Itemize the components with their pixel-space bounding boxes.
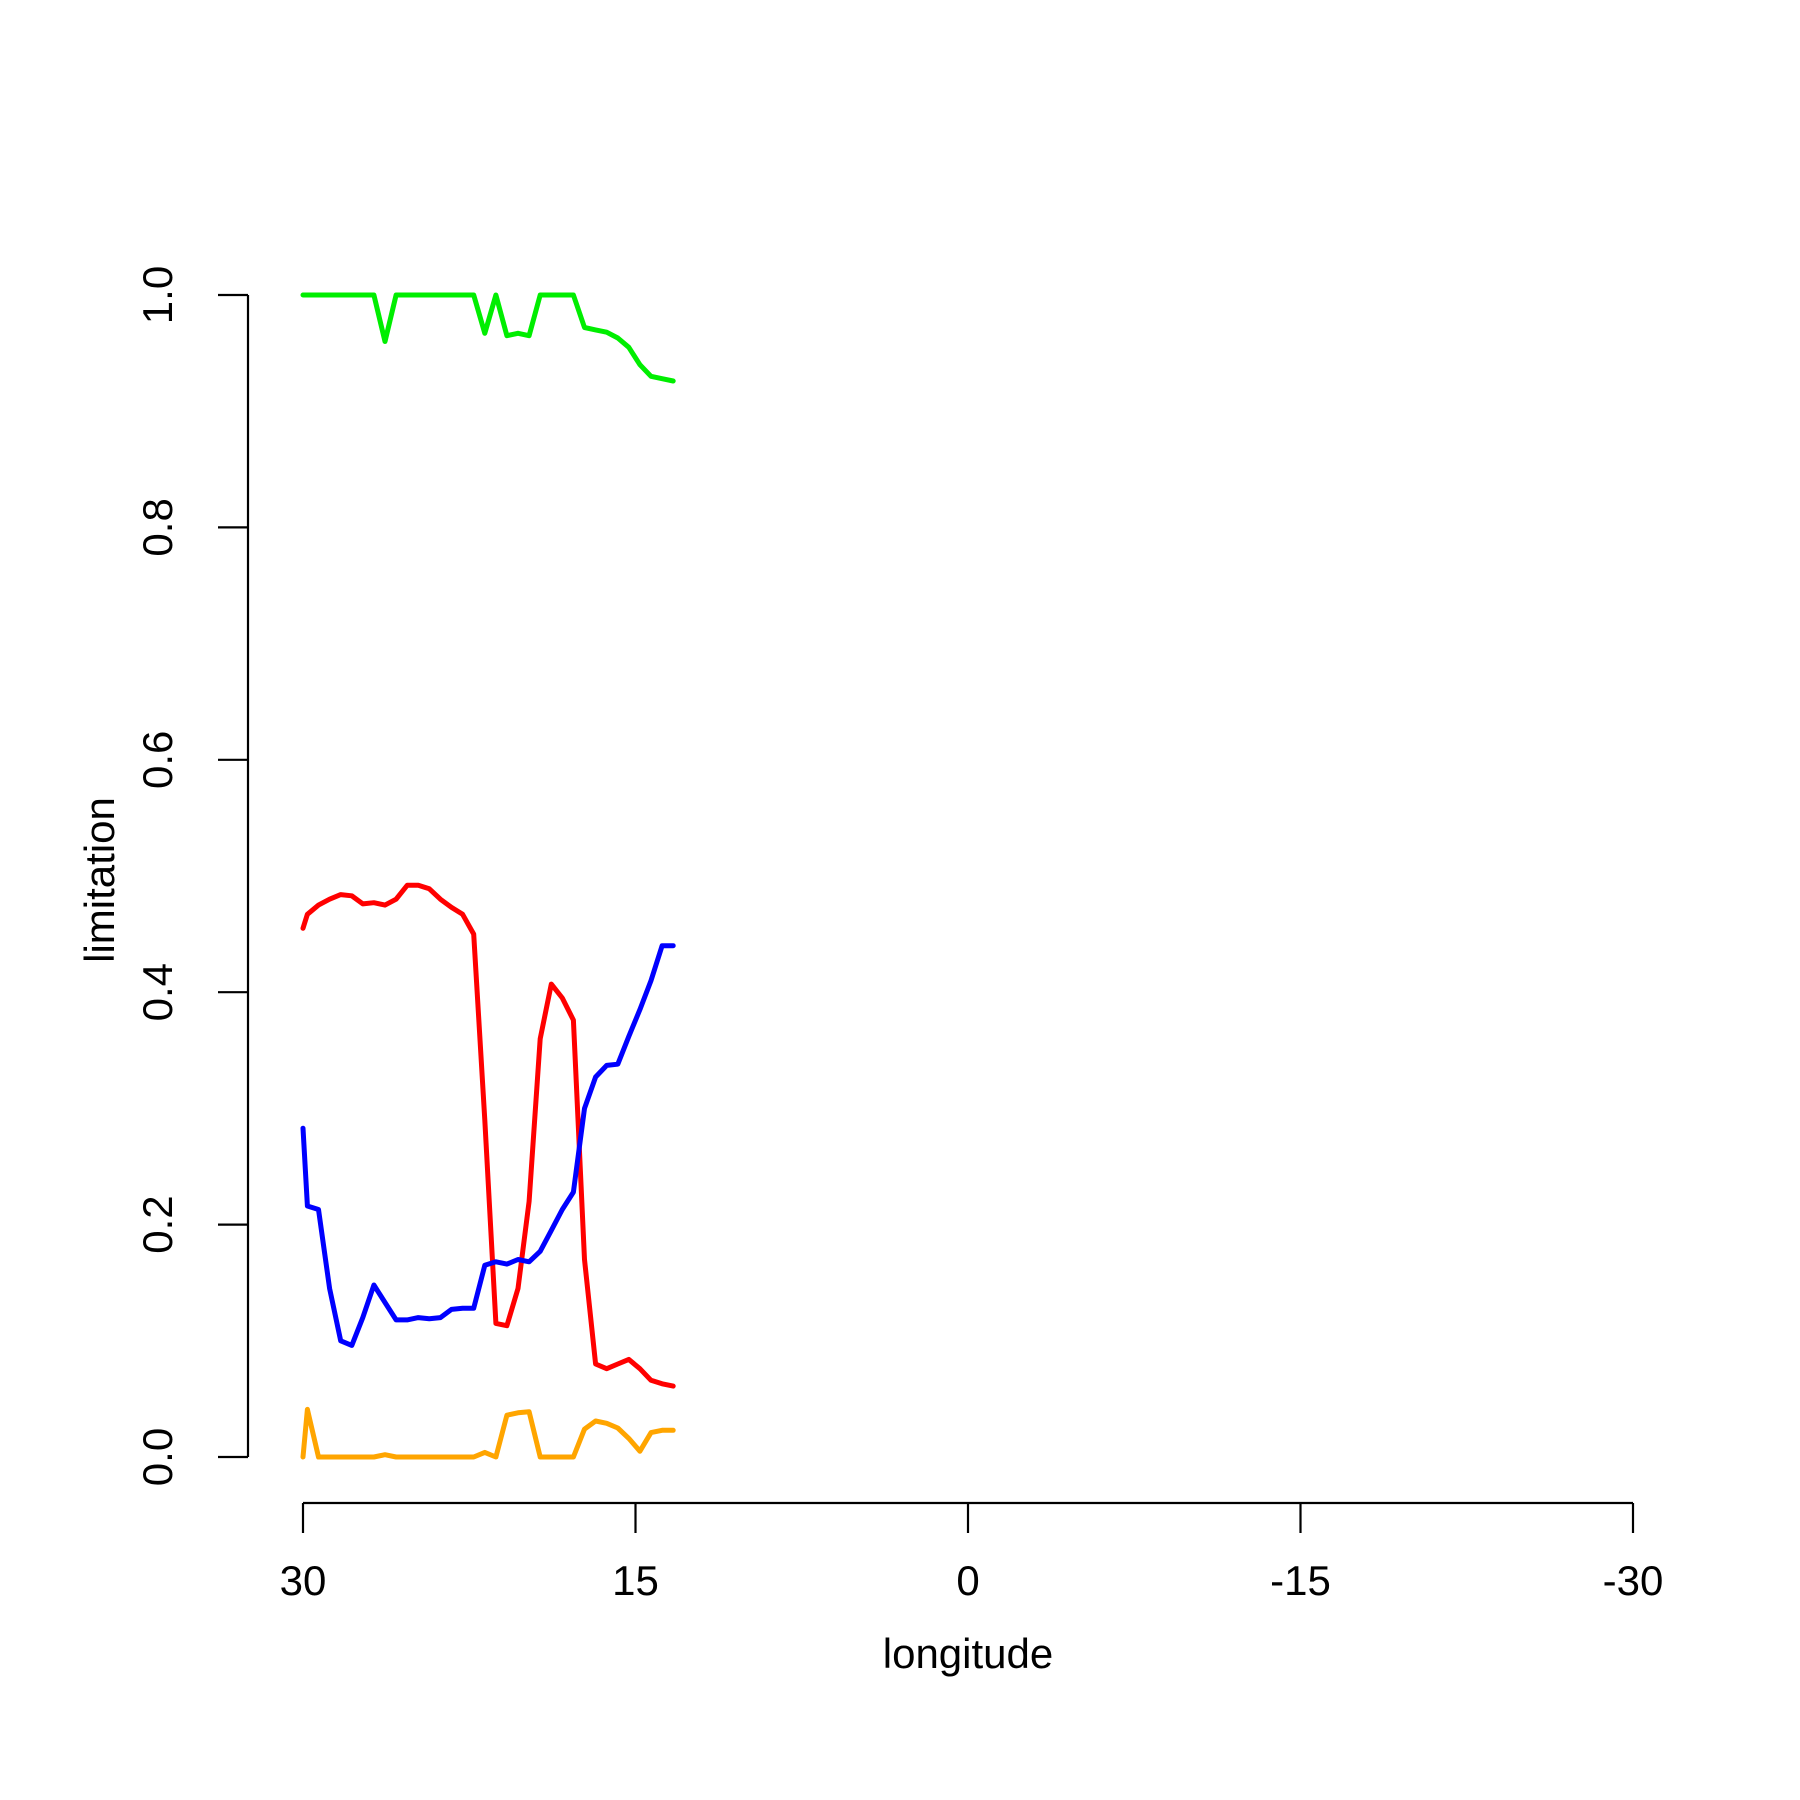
series-line-4: [300, 1406, 676, 1460]
y-tick-label: 0.0: [134, 1428, 181, 1486]
y-axis-title: limitation: [76, 797, 123, 963]
plot-series: [300, 292, 676, 1460]
x-axis-ticks: 30 15 0 -15 -30: [280, 1503, 1664, 1604]
x-tick-label: 15: [612, 1557, 659, 1604]
x-axis: 30 15 0 -15 -30: [280, 1501, 1664, 1604]
x-axis-title: longitude: [883, 1630, 1053, 1677]
series-line-1: [300, 292, 676, 384]
y-axis: 0.0 0.2 0.4 0.6 0.8 1.0: [134, 266, 250, 1486]
series-line-2: [300, 882, 676, 1389]
y-tick-label: 0.4: [134, 963, 181, 1021]
y-tick-label: 1.0: [134, 266, 181, 324]
y-tick-label: 0.8: [134, 498, 181, 556]
y-axis-ticks: 0.0 0.2 0.4 0.6 0.8 1.0: [134, 266, 248, 1486]
x-tick-label: 30: [280, 1557, 327, 1604]
x-tick-label: -15: [1270, 1557, 1331, 1604]
y-tick-label: 0.6: [134, 731, 181, 789]
x-tick-label: -30: [1603, 1557, 1664, 1604]
series-line-3: [300, 943, 676, 1348]
x-tick-label: 0: [956, 1557, 979, 1604]
y-tick-label: 0.2: [134, 1195, 181, 1253]
